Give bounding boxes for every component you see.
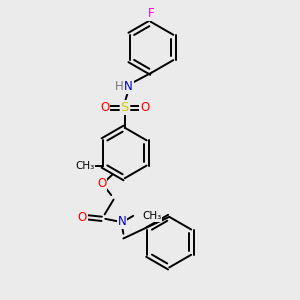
Text: S: S	[121, 101, 129, 114]
Text: O: O	[100, 101, 110, 114]
Text: CH₃: CH₃	[75, 160, 94, 171]
Text: O: O	[97, 177, 106, 190]
Text: N: N	[118, 215, 126, 228]
Text: CH₃: CH₃	[142, 211, 161, 221]
Text: N: N	[124, 80, 133, 94]
Text: O: O	[140, 101, 149, 114]
Text: H: H	[115, 80, 124, 94]
Text: F: F	[148, 8, 155, 20]
Text: O: O	[78, 211, 87, 224]
